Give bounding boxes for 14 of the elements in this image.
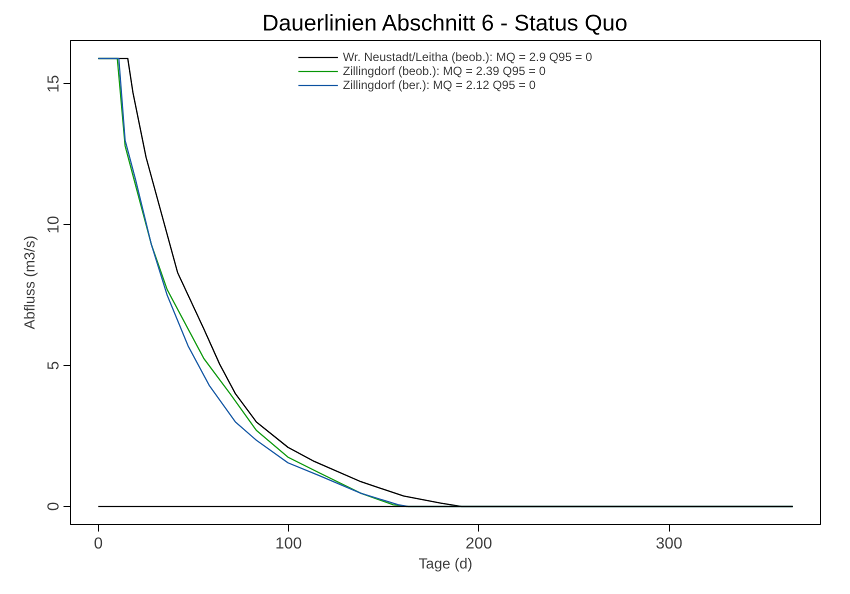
- y-tick-label: 15: [46, 74, 62, 93]
- y-axis-title: Abfluss (m3/s): [22, 236, 38, 330]
- x-tick-label: 0: [94, 536, 103, 552]
- legend-label: Wr. Neustadt/Leitha (beob.): MQ = 2.9 Q95 = 0: [342, 50, 592, 64]
- x-tick-label: 200: [465, 536, 492, 552]
- legend-label: Zillingdorf (beob.): MQ = 2.39 Q95 = 0: [342, 64, 546, 78]
- x-tick-label: 100: [275, 536, 302, 552]
- y-tick-label: 10: [46, 216, 62, 234]
- x-tick-label: 300: [656, 536, 683, 552]
- legend-label: Zillingdorf (ber.): MQ = 2.12 Q95 = 0: [342, 78, 536, 92]
- y-tick-label: 5: [46, 361, 62, 370]
- y-tick-label: 0: [46, 502, 62, 511]
- x-axis-title: Tage (d): [418, 556, 472, 572]
- chart-title: Dauerlinien Abschnitt 6 - Status Quo: [262, 10, 628, 36]
